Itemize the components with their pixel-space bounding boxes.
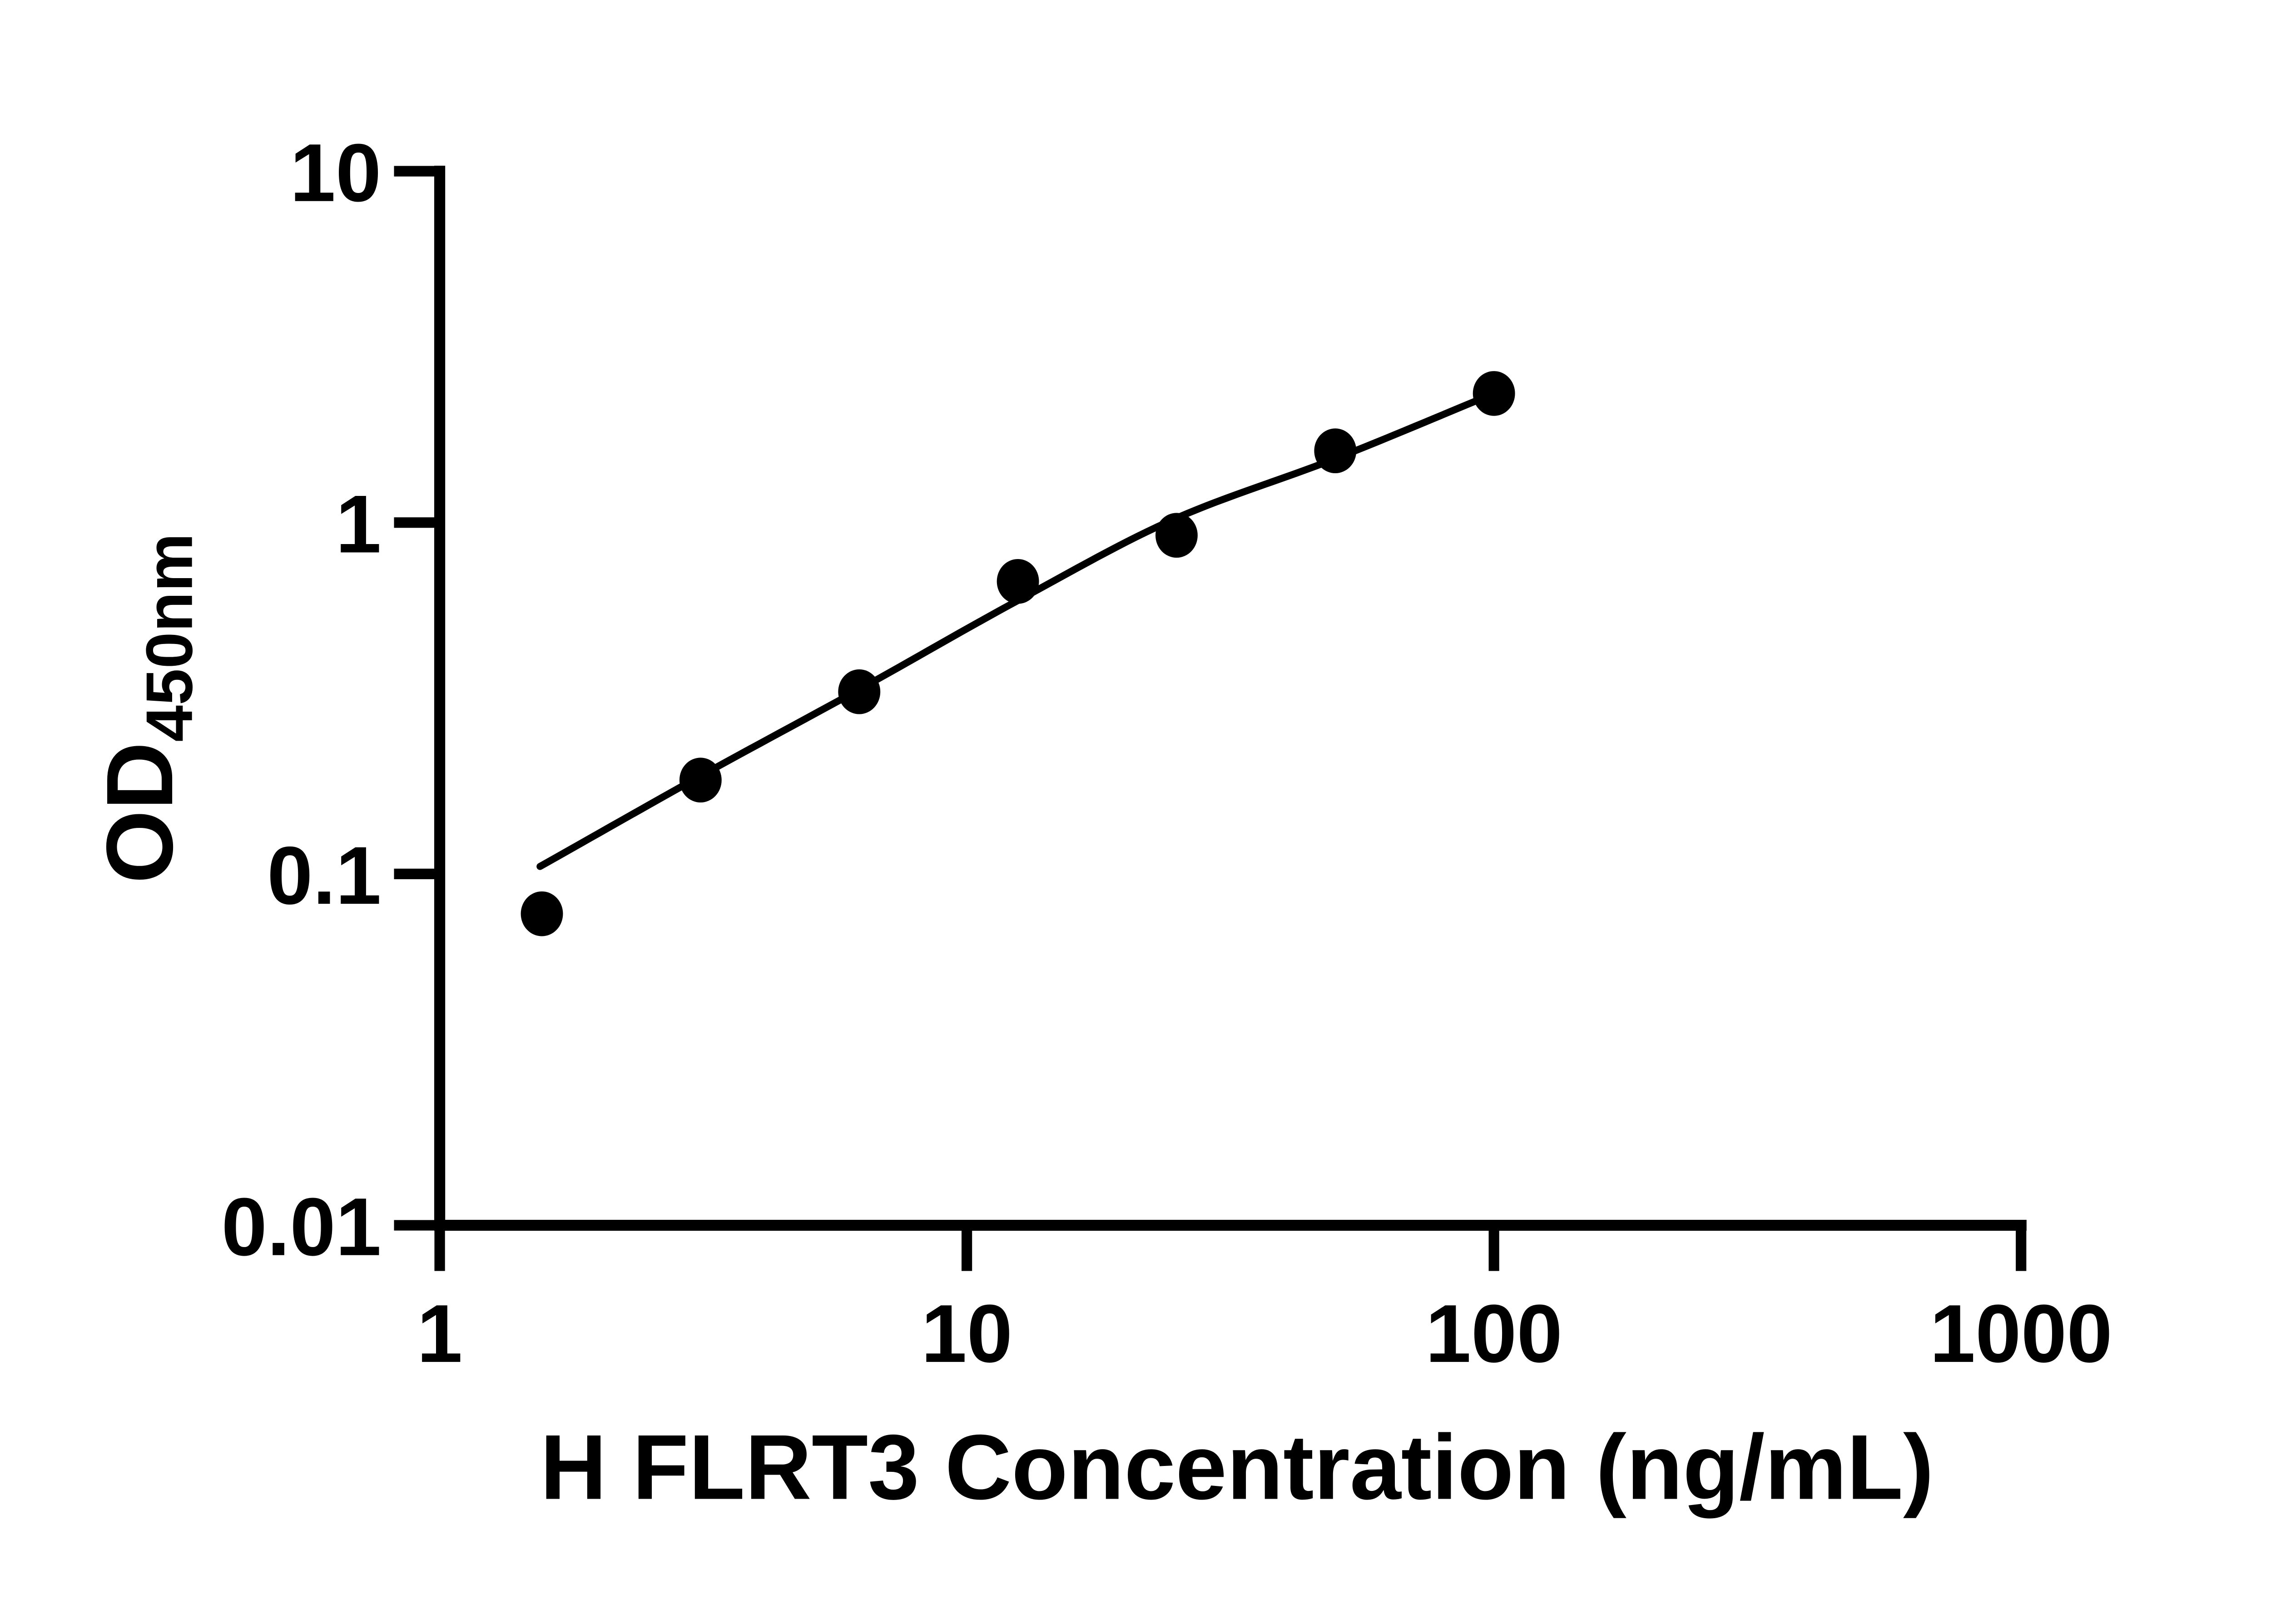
chart-background	[0, 26, 2271, 1598]
y-tick-label-0.01: 0.01	[221, 1181, 381, 1273]
x-tick-label-100: 100	[1425, 1288, 1562, 1380]
y-axis-ticks	[394, 166, 440, 1231]
x-tick-label-1000: 1000	[1930, 1288, 2112, 1380]
y-axis-title: OD450nm	[87, 533, 206, 883]
data-point-6	[1314, 428, 1357, 474]
x-axis-title: H FLRT3 Concentration (ng/mL)	[540, 1416, 1934, 1519]
data-point-1	[521, 891, 563, 936]
y-tick-label-10: 10	[290, 127, 381, 219]
x-axis-tick-labels: 1 10 100 1000	[417, 1288, 2112, 1380]
y-axis-tick-labels: 10 1 0.1 0.01	[221, 127, 381, 1273]
x-tick-label-10: 10	[921, 1288, 1012, 1380]
data-points	[521, 371, 1515, 936]
data-point-2	[679, 758, 722, 803]
y-axis-title-subscript: 450nm	[133, 533, 206, 742]
data-point-7	[1473, 371, 1515, 416]
x-axis-ticks	[434, 1225, 2027, 1271]
x-tick-label-1: 1	[417, 1288, 463, 1380]
y-axis-title-main: OD	[87, 742, 193, 884]
y-tick-label-0.1: 0.1	[267, 830, 381, 921]
data-point-5	[1155, 513, 1198, 558]
data-point-3	[838, 669, 881, 714]
y-tick-label-1: 1	[336, 478, 382, 570]
data-point-4	[997, 559, 1039, 604]
